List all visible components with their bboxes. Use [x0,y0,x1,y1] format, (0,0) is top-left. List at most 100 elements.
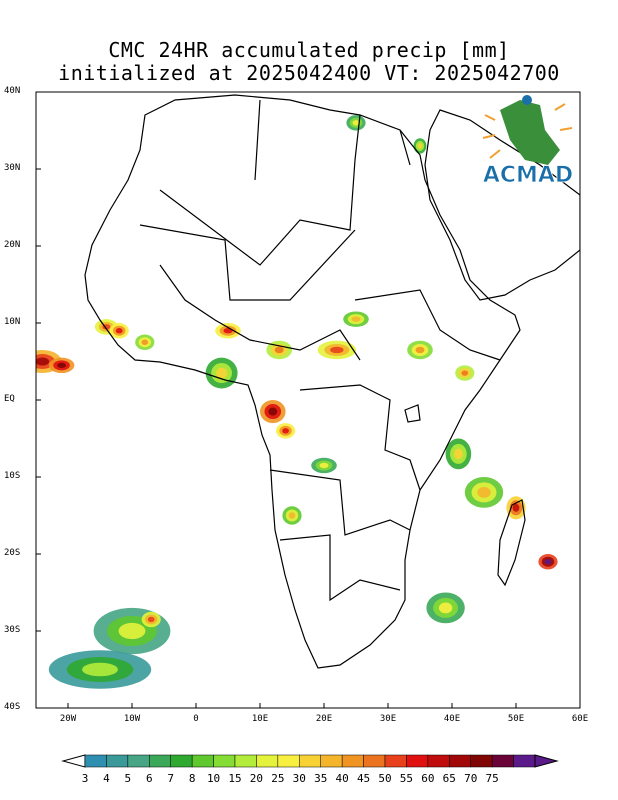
acmad-africa-logo-icon [482,95,573,165]
colorbar-label-5: 5 [124,772,132,785]
lon-label-20e: 20E [315,714,333,724]
colorbar-label-20: 20 [249,772,264,785]
precip-area-11-core-2 [268,407,278,416]
colorbar-swatch-1 [106,754,129,768]
border-6 [269,469,411,536]
colorbar-label-8: 8 [188,772,196,785]
acmad-logo-text: ACMAD [483,163,573,188]
colorbar-swatch-14 [384,754,407,768]
colorbar-swatch-18 [470,754,493,768]
lat-label-10n: 10N [4,317,21,327]
colorbar-swatch-7 [234,754,257,768]
colorbar-label-45: 45 [356,772,371,785]
precip-area-24-core-2 [352,120,360,126]
lat-label-30s: 30S [4,625,21,635]
border-2 [139,224,356,301]
colorbar-label-7: 7 [167,772,175,785]
border-7 [279,534,401,602]
precip-area-14-core-2 [453,448,463,460]
precip-area-12-core-2 [282,428,289,434]
lat-label-20n: 20N [4,240,21,250]
colorbar-label-55: 55 [399,772,414,785]
precip-area-13-core-2 [461,370,469,376]
africa-coastline [84,94,521,669]
precip-area-16-core-2 [512,503,520,512]
precip-area-18-core-2 [438,602,453,614]
precip-area-6-core-2 [216,367,228,379]
colorbar-label-35: 35 [314,772,328,785]
precip-area-9-core-2 [351,316,361,322]
colorbar-swatch-3 [149,754,171,768]
border-8 [254,99,411,181]
colorbar-swatch-17 [449,754,471,768]
precip-area-8-core-2 [330,346,344,354]
colorbar-label-15: 15 [228,772,242,785]
colorbar [61,754,559,768]
precip-area-10-core-2 [415,346,425,354]
colorbar-swatch-6 [213,754,236,768]
precip-area-22-core-2 [147,616,155,623]
precip-area-0-core-2 [36,357,50,366]
colorbar-swatch-20 [513,754,536,768]
colorbar-label-25: 25 [271,772,285,785]
lon-label-30e: 30E [379,714,397,724]
coastlines-and-borders [84,94,580,669]
colorbar-label-60: 60 [421,772,435,785]
colorbar-label-70: 70 [464,772,478,785]
colorbar-swatch-2 [127,754,150,768]
lon-label-20w: 20W [59,714,77,724]
colorbar-label-10: 10 [206,772,221,785]
madagascar-coastline [497,499,526,587]
axis-ticks [36,91,581,709]
lon-label-0: 0 [193,714,199,724]
colorbar-label-30: 30 [292,772,306,785]
colorbar-swatch-10 [299,754,321,768]
colorbar-label-40: 40 [335,772,349,785]
lon-label-60e: 60E [571,714,589,724]
colorbar-swatch-13 [363,754,386,768]
colorbar-swatch-11 [320,754,343,768]
lat-label-10s: 10S [4,471,21,481]
lat-label-30n: 30N [4,163,21,173]
colorbar-swatch-0 [84,754,107,768]
map-title-line2: initialized at 2025042400 VT: 2025042700 [58,61,560,85]
precip-area-23-core-2 [82,662,118,677]
colorbar-label-65: 65 [442,772,456,785]
border-5 [299,384,421,491]
lon-label-10w: 10W [123,714,141,724]
precip-area-25-core-2 [417,143,423,149]
precip-area-20-core-2 [319,462,329,469]
lon-label-50e: 50E [507,714,525,724]
colorbar-label-6: 6 [145,772,153,785]
colorbar-swatch-19 [491,754,514,768]
lon-label-10e: 10E [251,714,269,724]
colorbar-swatch-5 [191,754,214,768]
colorbar-high-arrow [534,754,559,768]
map-title-line1: CMC 24HR accumulated precip [mm] [108,38,510,62]
colorbar-swatch-16 [427,754,450,768]
precip-shading [36,115,558,689]
colorbar-label-3: 3 [81,772,89,785]
border-4 [354,289,501,361]
colorbar-swatch-9 [277,754,300,768]
lat-label-40s: 40S [4,702,21,712]
arabia-coastline [424,109,580,301]
border-3 [159,264,361,361]
colorbar-low-arrow [61,754,86,768]
precip-area-3-core-2 [115,328,123,334]
colorbar-swatch-4 [170,754,193,768]
precip-area-4-core-2 [141,339,149,345]
colorbar-swatch-12 [341,754,364,768]
colorbar-label-50: 50 [378,772,392,785]
lat-label-40n: 40N [4,86,21,96]
precip-area-17-core-2 [544,559,552,565]
precip-area-19-core-2 [288,512,296,519]
border-1 [159,159,356,266]
lake-victoria [404,404,421,423]
lat-label-20s: 20S [4,548,21,558]
lon-label-40e: 40E [443,714,461,724]
lat-label-eq: EQ [4,394,15,404]
precip-area-7-core-2 [274,346,284,354]
precip-area-1-core-2 [57,362,67,369]
